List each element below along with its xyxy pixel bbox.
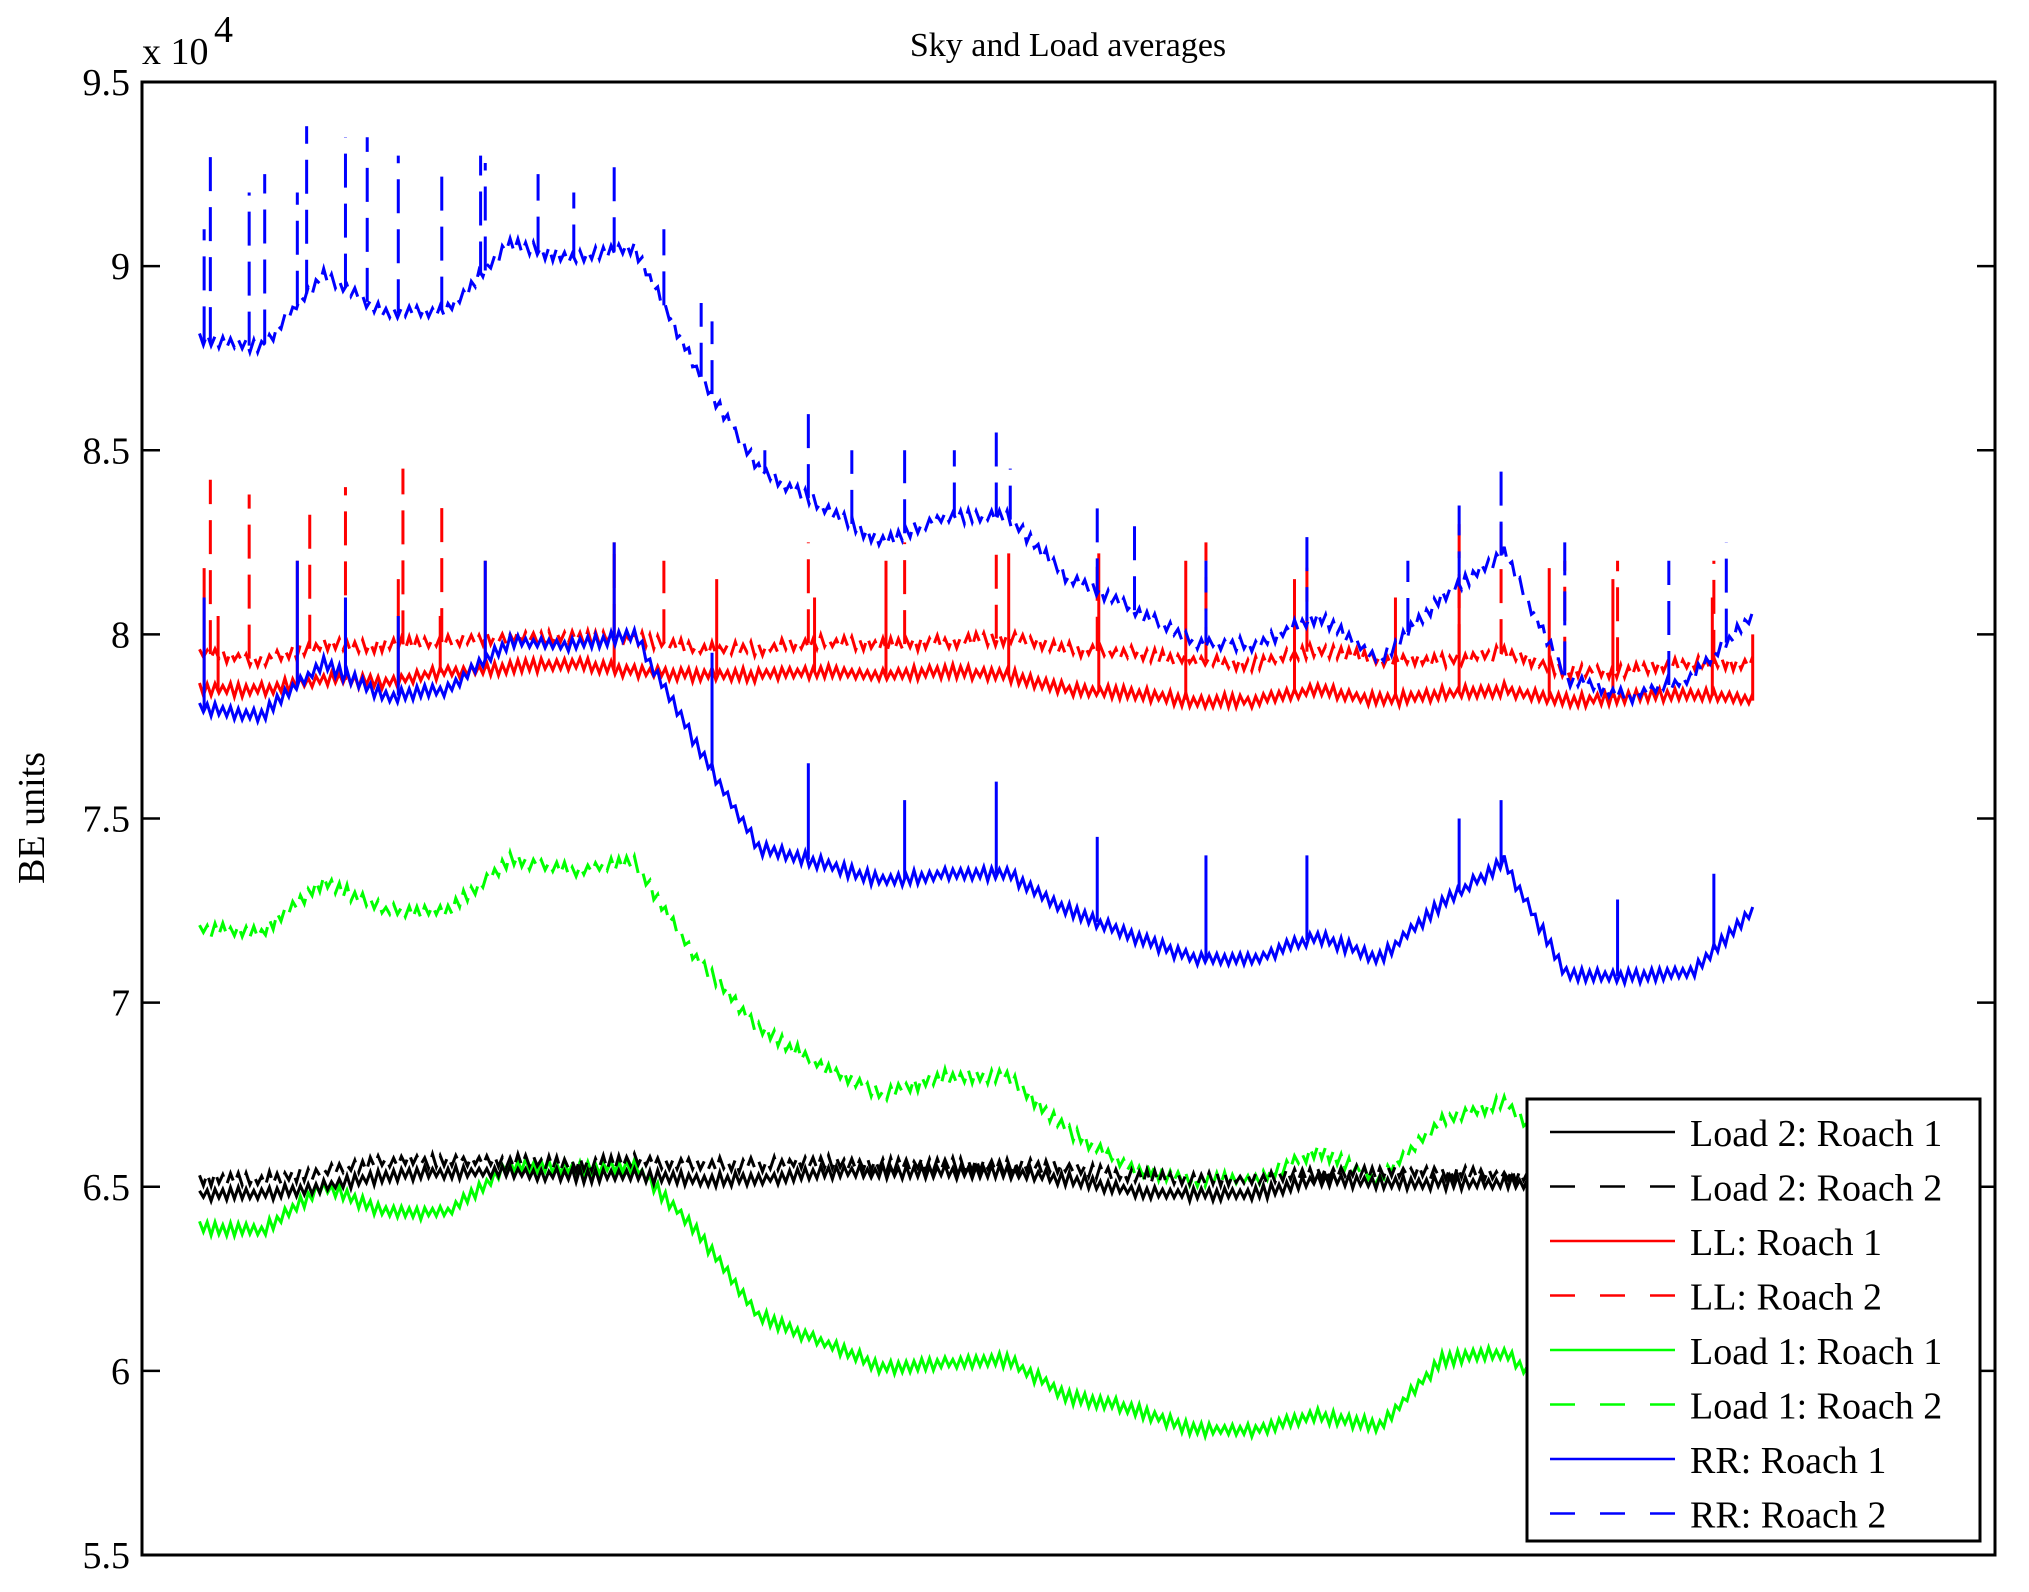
y-tick-label: 7 bbox=[111, 983, 130, 1025]
y-ticks: 5.5 6 6.5 7 7.5 8 8.5 9 9.5 bbox=[83, 62, 1995, 1577]
series-load-2-roach-1 bbox=[198, 1159, 1755, 1207]
series-line bbox=[198, 625, 1755, 683]
y-tick-label: 9.5 bbox=[83, 62, 131, 104]
plot-area bbox=[198, 126, 1755, 1442]
series-line bbox=[198, 846, 1755, 1198]
y-tick-label: 5.5 bbox=[83, 1535, 131, 1577]
axes-box bbox=[140, 80, 1997, 1557]
series-rr-roach-2 bbox=[198, 126, 1755, 708]
legend-label: LL: Roach 1 bbox=[1690, 1222, 1882, 1264]
legend-label: Load 2: Roach 1 bbox=[1690, 1113, 1942, 1155]
y-tick-label: 8.5 bbox=[83, 430, 131, 472]
y-axis-label: BE units bbox=[11, 752, 53, 884]
legend-label: Load 2: Roach 2 bbox=[1690, 1168, 1942, 1210]
legend-box bbox=[1525, 1097, 1982, 1543]
series-load-2-roach-2 bbox=[198, 1148, 1755, 1192]
series-line bbox=[198, 1159, 1755, 1207]
legend: Load 2: Roach 1 Load 2: Roach 2 LL: Roach … bbox=[1525, 1097, 1982, 1543]
y-tick-label: 8 bbox=[111, 614, 130, 656]
y-tick-label: 6.5 bbox=[83, 1167, 131, 1209]
series-load-1-roach-2 bbox=[198, 846, 1755, 1198]
y-tick-label: 7.5 bbox=[83, 799, 131, 841]
y-multiplier-exponent: 4 bbox=[214, 9, 233, 51]
series-layer bbox=[198, 126, 1755, 1442]
series-line bbox=[198, 624, 1755, 989]
legend-label: RR: Roach 2 bbox=[1690, 1495, 1886, 1537]
series-line bbox=[198, 653, 1755, 713]
chart-title: Sky and Load averages bbox=[910, 27, 1226, 64]
y-multiplier: x 10 4 bbox=[142, 9, 233, 73]
y-multiplier-label: x 10 bbox=[142, 31, 209, 73]
series-rr-roach-1 bbox=[198, 542, 1755, 989]
series-line bbox=[198, 1148, 1755, 1192]
y-tick-label: 6 bbox=[111, 1351, 130, 1393]
legend-label: RR: Roach 1 bbox=[1690, 1440, 1886, 1482]
legend-label: Load 1: Roach 2 bbox=[1690, 1386, 1942, 1428]
legend-label: Load 1: Roach 1 bbox=[1690, 1331, 1942, 1373]
y-tick-label: 9 bbox=[111, 246, 130, 288]
series-line bbox=[198, 233, 1755, 708]
series-load-1-roach-1 bbox=[198, 1153, 1755, 1442]
series-line bbox=[198, 1153, 1755, 1442]
legend-label: LL: Roach 2 bbox=[1690, 1277, 1882, 1319]
series-ll-roach-2 bbox=[198, 468, 1755, 683]
